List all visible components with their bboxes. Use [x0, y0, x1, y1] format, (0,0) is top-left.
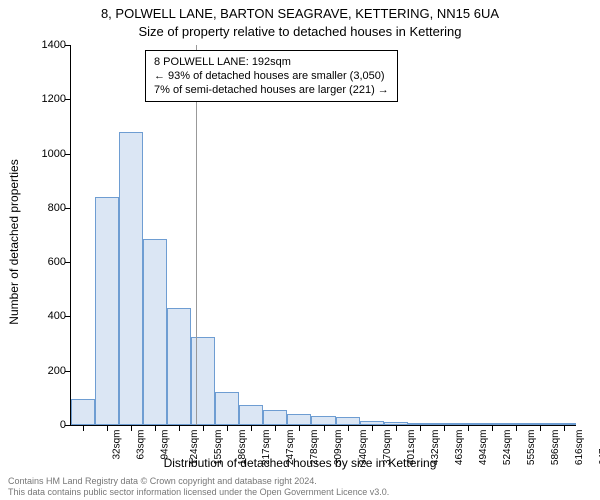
histogram-bar: [191, 337, 215, 425]
annotation-line3: 7% of semi-detached houses are larger (2…: [154, 83, 389, 97]
histogram-bar: [287, 414, 311, 425]
histogram-bar: [239, 405, 263, 425]
footer: Contains HM Land Registry data © Crown c…: [8, 476, 389, 498]
x-tick: [324, 425, 325, 431]
y-tick-label: 1400: [26, 39, 66, 51]
histogram-bar: [311, 416, 335, 426]
annotation-line2: ← 93% of detached houses are smaller (3,…: [154, 69, 389, 83]
y-axis-label: Number of detached properties: [7, 159, 21, 324]
x-tick: [179, 425, 180, 431]
histogram-bar: [263, 410, 287, 425]
x-tick: [492, 425, 493, 431]
plot-region: 020040060080010001200140032sqm63sqm94sqm…: [70, 45, 576, 426]
x-tick: [540, 425, 541, 431]
y-tick-label: 600: [26, 256, 66, 268]
histogram-bar: [167, 308, 191, 425]
x-tick: [83, 425, 84, 431]
x-tick: [420, 425, 421, 431]
x-tick: [299, 425, 300, 431]
x-tick: [372, 425, 373, 431]
x-tick: [348, 425, 349, 431]
x-tick: [131, 425, 132, 431]
annotation-box: 8 POLWELL LANE: 192sqm ← 93% of detached…: [145, 50, 398, 102]
title-sub: Size of property relative to detached ho…: [0, 24, 600, 39]
chart-container: 8, POLWELL LANE, BARTON SEAGRAVE, KETTER…: [0, 0, 600, 500]
x-tick-label: 63sqm: [136, 430, 147, 460]
x-tick: [564, 425, 565, 431]
x-axis-label: Distribution of detached houses by size …: [0, 456, 600, 470]
histogram-bar: [71, 399, 95, 425]
y-tick-label: 800: [26, 202, 66, 214]
histogram-bar: [143, 239, 167, 425]
histogram-bar: [215, 392, 239, 425]
x-tick: [155, 425, 156, 431]
reference-line: [196, 45, 197, 425]
histogram-bar: [336, 417, 360, 425]
title-main: 8, POLWELL LANE, BARTON SEAGRAVE, KETTER…: [0, 6, 600, 21]
y-tick-label: 1200: [26, 93, 66, 105]
annotation-line1: 8 POLWELL LANE: 192sqm: [154, 55, 389, 69]
x-tick: [516, 425, 517, 431]
x-tick: [203, 425, 204, 431]
x-tick-label: 94sqm: [160, 430, 171, 460]
x-tick: [396, 425, 397, 431]
chart-area: 020040060080010001200140032sqm63sqm94sqm…: [70, 45, 575, 425]
histogram-bar: [119, 132, 143, 425]
x-tick: [468, 425, 469, 431]
x-tick: [107, 425, 108, 431]
y-tick-label: 200: [26, 365, 66, 377]
y-tick-label: 1000: [26, 148, 66, 160]
y-tick-label: 0: [26, 419, 66, 431]
footer-line1: Contains HM Land Registry data © Crown c…: [8, 476, 389, 487]
x-tick: [251, 425, 252, 431]
y-tick-label: 400: [26, 310, 66, 322]
x-tick: [227, 425, 228, 431]
x-tick: [275, 425, 276, 431]
x-tick-label: 32sqm: [112, 430, 123, 460]
histogram-bar: [95, 197, 119, 425]
x-tick: [444, 425, 445, 431]
footer-line2: This data contains public sector informa…: [8, 487, 389, 498]
